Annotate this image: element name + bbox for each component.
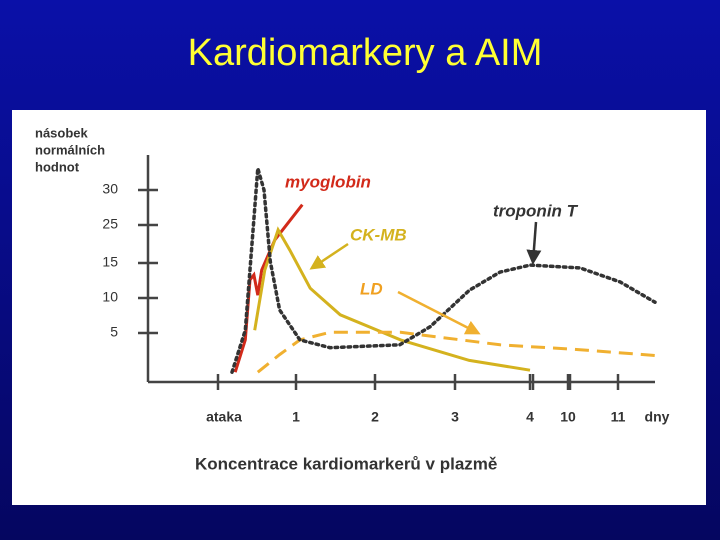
y-tick-label: 25 [102,216,118,232]
x-unit: dny [645,409,670,425]
series-label: CK-MB [350,225,407,244]
x-tick-label: 3 [451,409,459,425]
annotation-arrow [397,290,481,335]
y-tick-label: 5 [110,324,118,340]
x-tick-label: ataka [206,409,242,425]
x-axis-title: Koncentrace kardiomarkerů v plazmě [195,454,497,473]
x-tick-label: 2 [371,409,379,425]
chart: násobek normálních hodnot 5 10 15 25 30 ataka 1 2 3… [35,125,670,473]
series-label: myoglobin [285,172,371,191]
chart-panel [12,110,706,505]
series-line [230,167,657,374]
annotation-arrow [309,242,349,270]
y-axis-title: hodnot [35,159,80,174]
annotation-arrow [526,221,542,265]
x-tick-label: 11 [611,409,626,425]
series-label: LD [360,279,383,298]
slide-title: Kardiomarkery a AIM [188,32,543,74]
x-tick-label: 10 [560,409,576,425]
x-tick-label: 4 [526,409,534,425]
x-tick-label: 1 [292,409,300,425]
y-tick-label: 30 [102,181,118,197]
series-label: troponin T [493,201,579,220]
y-axis-title: násobek [35,125,89,140]
y-tick-label: 15 [102,254,118,270]
y-axis-title: normálních [35,142,105,157]
y-tick-label: 10 [102,289,118,305]
series-line [256,330,656,374]
